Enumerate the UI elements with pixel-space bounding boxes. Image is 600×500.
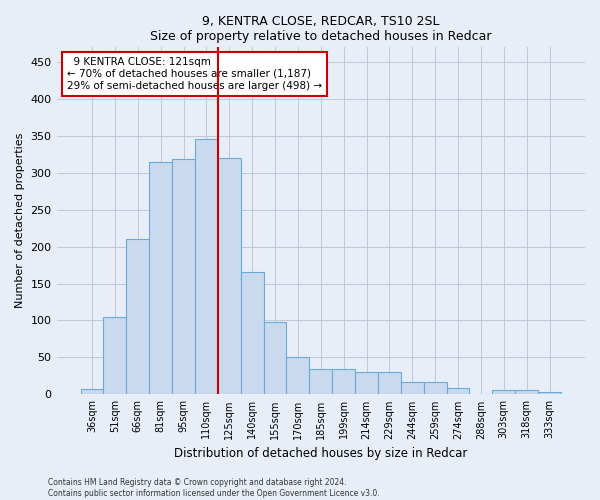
Bar [493,390,515,394]
Bar [424,382,446,394]
Bar [446,388,469,394]
Bar [195,140,218,394]
Bar [241,272,263,394]
Bar [355,372,378,394]
Bar [332,368,355,394]
Bar [286,358,310,395]
Bar [80,390,103,394]
Bar [378,372,401,394]
Text: Contains HM Land Registry data © Crown copyright and database right 2024.
Contai: Contains HM Land Registry data © Crown c… [48,478,380,498]
Bar [310,368,332,394]
Bar [263,322,286,394]
Y-axis label: Number of detached properties: Number of detached properties [15,133,25,308]
Bar [218,158,241,394]
X-axis label: Distribution of detached houses by size in Redcar: Distribution of detached houses by size … [174,447,467,460]
Title: 9, KENTRA CLOSE, REDCAR, TS10 2SL
Size of property relative to detached houses i: 9, KENTRA CLOSE, REDCAR, TS10 2SL Size o… [150,15,491,43]
Bar [172,160,195,394]
Bar [515,390,538,394]
Bar [538,392,561,394]
Text: 9 KENTRA CLOSE: 121sqm
← 70% of detached houses are smaller (1,187)
29% of semi-: 9 KENTRA CLOSE: 121sqm ← 70% of detached… [67,58,322,90]
Bar [127,239,149,394]
Bar [149,162,172,394]
Bar [401,382,424,394]
Bar [103,317,127,394]
